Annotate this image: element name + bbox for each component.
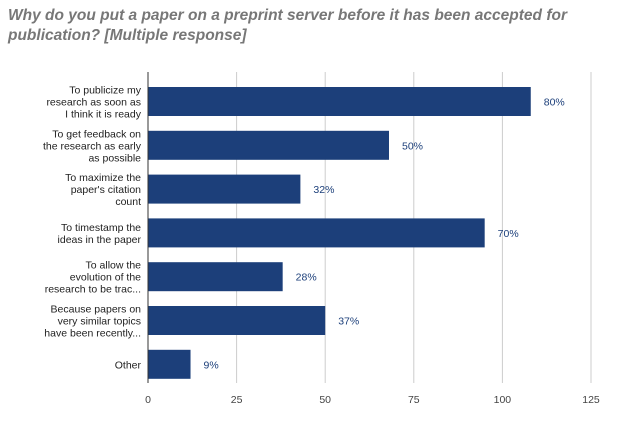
- data-label: 32%: [313, 184, 334, 196]
- x-tick-label: 100: [494, 394, 512, 406]
- data-label: 37%: [338, 316, 359, 328]
- category-label-line: To allow the: [86, 260, 142, 272]
- category-label-line: the research as early: [43, 140, 142, 152]
- bar: [148, 349, 191, 379]
- category-label: Because papers on very similar topics have…: [44, 304, 141, 340]
- category-label-line: ideas in the paper: [58, 234, 142, 246]
- x-tick-label: 50: [319, 394, 331, 406]
- bar: [148, 262, 283, 292]
- data-label: 70%: [498, 228, 519, 240]
- category-label: To maximize the paper's citation count: [65, 172, 141, 208]
- category-label: To timestamp the ideas in the paper: [58, 222, 142, 246]
- category-label-line: I think it is ready: [65, 109, 142, 121]
- x-tick-label: 25: [231, 394, 243, 406]
- category-label-line: very similar topics: [58, 316, 141, 328]
- category-label-line: research as soon as: [46, 97, 141, 109]
- category-label-line: To get feedback on: [52, 128, 141, 140]
- chart-title: Why do you put a paper on a preprint ser…: [8, 7, 567, 44]
- category-label-line: To publicize my: [69, 85, 142, 97]
- category-label: To allow the evolution of the research to …: [45, 260, 141, 296]
- category-label-line: evolution of the: [70, 272, 141, 284]
- category-label-line: paper's citation: [71, 184, 141, 196]
- category-label-line: To maximize the: [65, 172, 141, 184]
- data-label: 9%: [204, 359, 219, 371]
- data-label: 80%: [544, 97, 565, 109]
- x-tick-label: 125: [582, 394, 600, 406]
- category-label-line: count: [115, 196, 141, 208]
- bars: 80% 50% 32% 70% 28% 37% 9%: [148, 87, 565, 379]
- category-label-line: have been recently...: [44, 328, 141, 340]
- bar: [148, 218, 485, 248]
- category-label: Other: [115, 359, 142, 371]
- data-label: 50%: [402, 140, 423, 152]
- category-label-line: To timestamp the: [61, 222, 141, 234]
- x-tick-label: 0: [145, 394, 151, 406]
- bar: [148, 130, 389, 160]
- category-label: To get feedback on the research as early a…: [43, 128, 142, 164]
- category-label-line: as possible: [88, 152, 141, 164]
- axis: 0 25 50 75 100 125 To publicize my research as …: [43, 72, 600, 406]
- category-label-line: research to be trac...: [45, 284, 141, 296]
- category-label: To publicize my research as soon as I thin…: [46, 85, 141, 121]
- x-tick-label: 75: [408, 394, 420, 406]
- data-label: 28%: [296, 272, 317, 284]
- category-label-line: Because papers on: [51, 304, 142, 316]
- bar: [148, 87, 531, 116]
- bar: [148, 174, 301, 204]
- bar: [148, 306, 326, 335]
- category-label-line: Other: [115, 359, 142, 371]
